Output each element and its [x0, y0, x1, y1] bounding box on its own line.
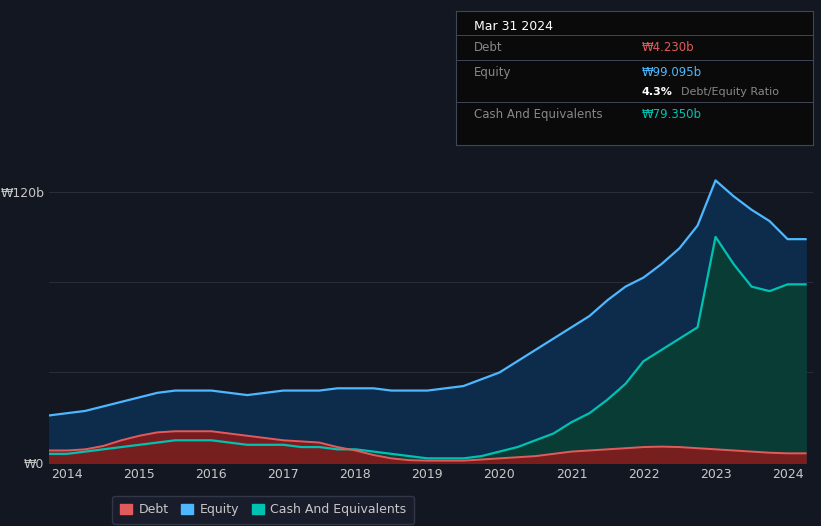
- Text: Mar 31 2024: Mar 31 2024: [474, 20, 553, 33]
- Text: 4.3%: 4.3%: [641, 87, 672, 97]
- Legend: Debt, Equity, Cash And Equivalents: Debt, Equity, Cash And Equivalents: [112, 495, 414, 524]
- Text: Debt: Debt: [474, 42, 502, 54]
- Text: Debt/Equity Ratio: Debt/Equity Ratio: [681, 87, 778, 97]
- Text: ₩79.350b: ₩79.350b: [641, 108, 701, 122]
- Text: Cash And Equivalents: Cash And Equivalents: [474, 108, 602, 122]
- Text: ₩4.230b: ₩4.230b: [641, 42, 694, 54]
- Text: ₩99.095b: ₩99.095b: [641, 66, 701, 78]
- Text: Equity: Equity: [474, 66, 511, 78]
